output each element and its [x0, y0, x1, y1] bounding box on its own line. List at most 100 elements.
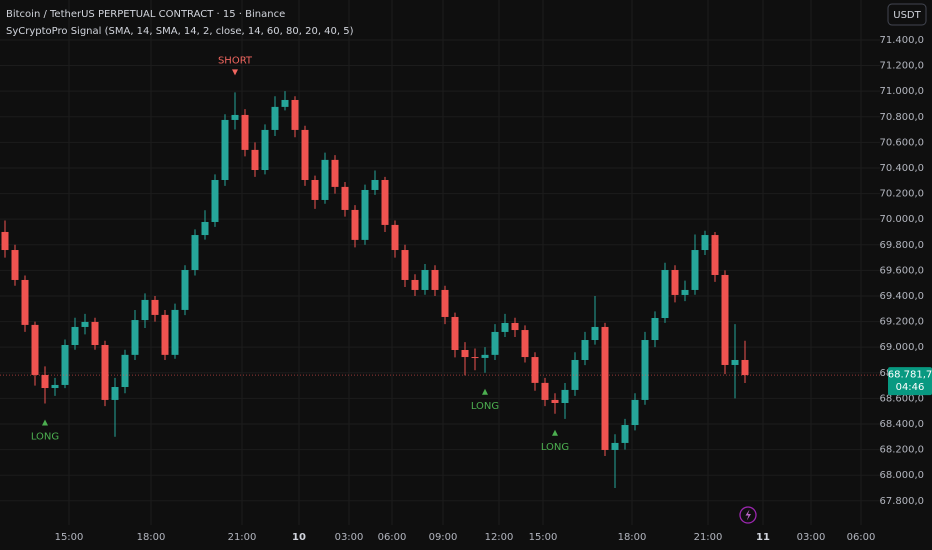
- candle-body: [111, 386, 119, 400]
- y-tick-label: 70.000,0: [879, 214, 924, 225]
- y-tick-label: 67.800,0: [879, 496, 924, 507]
- candle-body: [41, 374, 49, 389]
- y-tick-label: 70.600,0: [879, 137, 924, 148]
- last-price-box: [888, 367, 932, 396]
- y-tick-label: 71.200,0: [879, 61, 924, 72]
- x-tick-label: 12:00: [485, 532, 514, 543]
- candle-body: [31, 324, 39, 375]
- x-tick-label: 15:00: [55, 532, 84, 543]
- y-tick-label: 69.600,0: [879, 265, 924, 276]
- candle-body: [491, 331, 499, 355]
- candle-body: [51, 384, 59, 389]
- candle-body: [401, 250, 409, 280]
- x-tick-label: 10: [292, 532, 306, 543]
- candle-body: [351, 209, 359, 240]
- candle-body: [181, 269, 189, 310]
- candle-body: [131, 320, 139, 355]
- x-tick-label: 09:00: [429, 532, 458, 543]
- candle-body: [141, 299, 149, 321]
- y-tick-label: 69.200,0: [879, 317, 924, 328]
- candle-body: [641, 340, 649, 400]
- candle-body: [211, 179, 219, 222]
- candle-body: [231, 114, 239, 120]
- y-tick-label: 69.000,0: [879, 342, 924, 353]
- candle-body: [561, 389, 569, 403]
- y-tick-label: 71.400,0: [879, 35, 924, 46]
- signal-label: LONG: [541, 442, 569, 453]
- y-tick-label: 69.400,0: [879, 291, 924, 302]
- candle-body: [631, 399, 639, 426]
- x-tick-label: 03:00: [797, 532, 826, 543]
- candle-body: [431, 269, 439, 290]
- candle-body: [571, 359, 579, 390]
- candle-body: [321, 159, 329, 200]
- y-tick-label: 70.800,0: [879, 112, 924, 123]
- candle-body: [551, 399, 559, 403]
- candle-body: [391, 224, 399, 251]
- currency-button[interactable]: [887, 3, 927, 26]
- candle-body: [71, 326, 79, 346]
- candle-body: [471, 357, 479, 359]
- candle-body: [171, 309, 179, 355]
- y-tick-label: 69.800,0: [879, 240, 924, 251]
- candle-body: [341, 186, 349, 210]
- signal-label: LONG: [31, 432, 59, 443]
- signal-label: LONG: [471, 401, 499, 412]
- candle-body: [151, 299, 159, 315]
- candle-body: [651, 317, 659, 341]
- candle-body: [721, 274, 729, 365]
- candle-body: [271, 106, 279, 130]
- candle-body: [541, 382, 549, 400]
- y-tick-label: 70.400,0: [879, 163, 924, 174]
- last-price-label: 68.781,7: [888, 370, 932, 381]
- candle-body: [701, 235, 709, 251]
- x-tick-label: 18:00: [137, 532, 166, 543]
- x-tick-label: 21:00: [694, 532, 723, 543]
- candle-body: [681, 289, 689, 295]
- candle-body: [261, 129, 269, 171]
- event-icon[interactable]: [739, 506, 757, 524]
- candle-body: [451, 316, 459, 350]
- candle-body: [531, 357, 539, 383]
- candle-body: [241, 114, 249, 150]
- candle-body: [101, 345, 109, 400]
- signal-arrow: [482, 388, 488, 395]
- signal-arrow: [552, 429, 558, 436]
- candle-body: [621, 425, 629, 443]
- candle-body: [11, 250, 19, 280]
- signal-arrow: [232, 69, 238, 76]
- candle-body: [381, 179, 389, 225]
- signal-arrow: [42, 419, 48, 426]
- candle-body: [1, 231, 9, 251]
- candle-body: [441, 289, 449, 317]
- candle-body: [61, 345, 69, 385]
- candle-body: [121, 354, 129, 387]
- chart-title: Bitcoin / TetherUS PERPETUAL CONTRACT · …: [6, 9, 285, 20]
- candle-body: [291, 99, 299, 130]
- currency-label[interactable]: USDT: [893, 10, 921, 21]
- candle-body: [581, 340, 589, 360]
- candle-body: [601, 326, 609, 450]
- grid: [0, 0, 880, 525]
- candle-body: [711, 235, 719, 275]
- x-tick-label: 15:00: [529, 532, 558, 543]
- candle-body: [161, 314, 169, 355]
- candle-body: [591, 326, 599, 341]
- candle-body: [421, 269, 429, 290]
- candle-body: [481, 354, 489, 358]
- candle-body: [331, 159, 339, 187]
- y-tick-label: 68.200,0: [879, 445, 924, 456]
- candle-body: [521, 330, 529, 358]
- y-tick-label: 68.000,0: [879, 470, 924, 481]
- countdown-label: 04:46: [896, 382, 925, 393]
- candle-body: [731, 359, 739, 365]
- x-tick-label: 18:00: [618, 532, 647, 543]
- candle-body: [281, 99, 289, 107]
- y-tick-label: 71.000,0: [879, 86, 924, 97]
- x-tick-label: 03:00: [335, 532, 364, 543]
- price-axis: [880, 0, 932, 550]
- candle-body: [611, 442, 619, 450]
- candle-body: [511, 322, 519, 331]
- candle-body: [741, 359, 749, 376]
